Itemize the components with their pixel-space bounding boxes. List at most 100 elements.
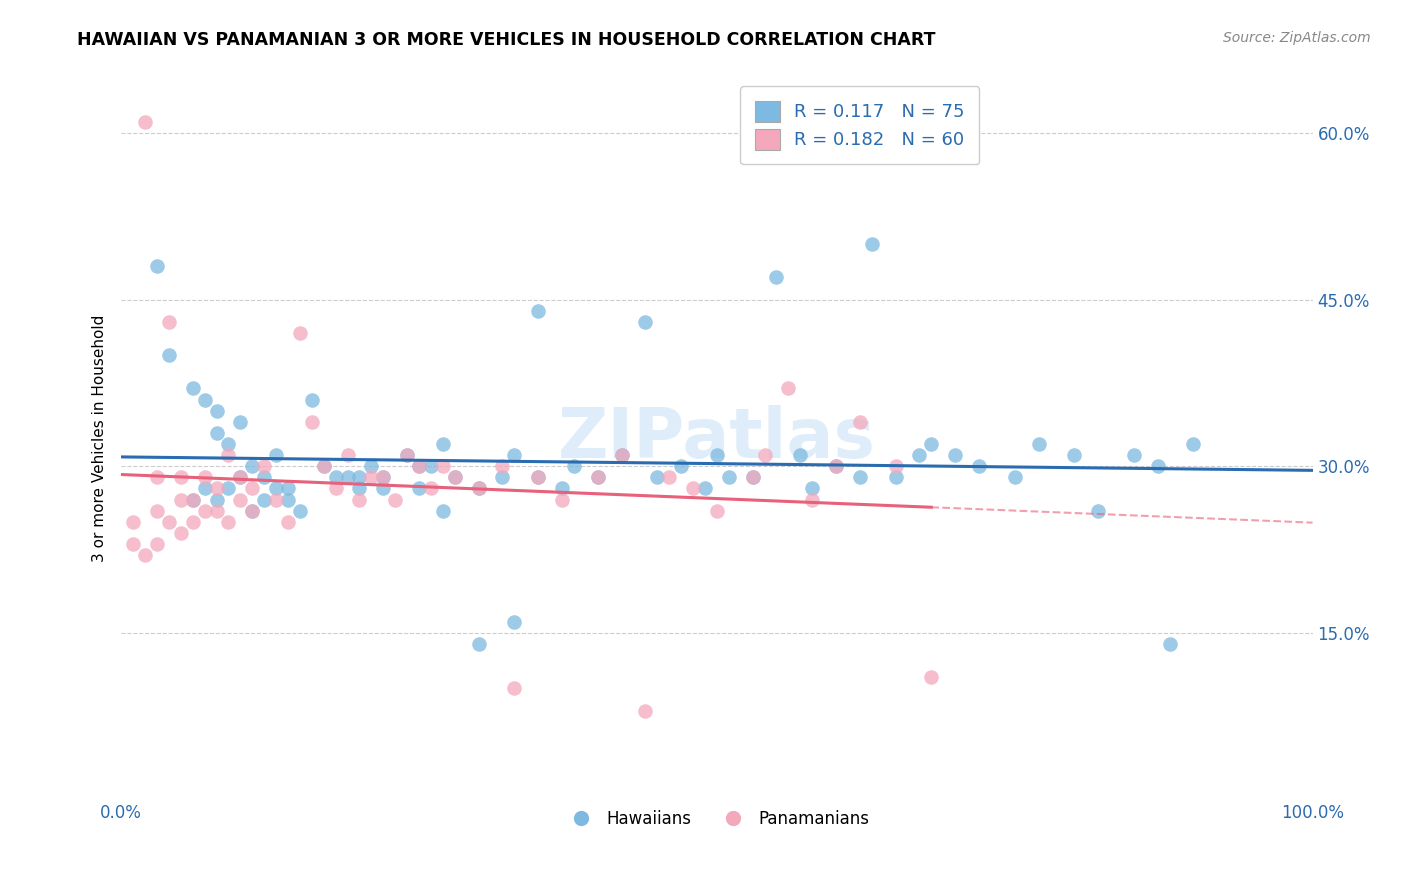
Point	[122, 537, 145, 551]
Point	[408, 459, 430, 474]
Point	[264, 448, 287, 462]
Point	[1004, 470, 1026, 484]
Point	[264, 492, 287, 507]
Point	[586, 470, 609, 484]
Point	[253, 470, 276, 484]
Point	[706, 448, 728, 462]
Point	[122, 515, 145, 529]
Point	[205, 425, 228, 440]
Point	[336, 470, 359, 484]
Point	[491, 459, 513, 474]
Legend: Hawaiians, Panamanians: Hawaiians, Panamanians	[558, 803, 876, 835]
Point	[634, 704, 657, 718]
Point	[373, 470, 395, 484]
Point	[967, 459, 990, 474]
Point	[146, 537, 169, 551]
Point	[373, 470, 395, 484]
Point	[217, 482, 239, 496]
Point	[146, 260, 169, 274]
Point	[253, 492, 276, 507]
Point	[157, 515, 180, 529]
Point	[157, 348, 180, 362]
Point	[134, 548, 156, 562]
Point	[229, 470, 252, 484]
Point	[682, 482, 704, 496]
Point	[610, 448, 633, 462]
Point	[312, 459, 335, 474]
Point	[801, 492, 824, 507]
Point	[288, 504, 311, 518]
Point	[229, 470, 252, 484]
Point	[765, 270, 787, 285]
Point	[491, 470, 513, 484]
Point	[229, 415, 252, 429]
Point	[610, 448, 633, 462]
Point	[908, 448, 931, 462]
Point	[432, 504, 454, 518]
Point	[551, 482, 574, 496]
Point	[527, 470, 550, 484]
Point	[240, 504, 263, 518]
Point	[312, 459, 335, 474]
Point	[396, 448, 419, 462]
Point	[432, 437, 454, 451]
Point	[181, 515, 204, 529]
Point	[943, 448, 966, 462]
Point	[849, 415, 872, 429]
Point	[789, 448, 811, 462]
Point	[443, 470, 465, 484]
Point	[229, 492, 252, 507]
Point	[920, 437, 942, 451]
Text: HAWAIIAN VS PANAMANIAN 3 OR MORE VEHICLES IN HOUSEHOLD CORRELATION CHART: HAWAIIAN VS PANAMANIAN 3 OR MORE VEHICLE…	[77, 31, 936, 49]
Point	[443, 470, 465, 484]
Point	[420, 482, 443, 496]
Y-axis label: 3 or more Vehicles in Household: 3 or more Vehicles in Household	[93, 315, 107, 562]
Point	[562, 459, 585, 474]
Point	[170, 470, 193, 484]
Point	[325, 482, 347, 496]
Point	[181, 382, 204, 396]
Point	[194, 482, 217, 496]
Point	[301, 392, 323, 407]
Text: ZIPatlas: ZIPatlas	[558, 405, 876, 472]
Point	[1182, 437, 1205, 451]
Point	[920, 670, 942, 684]
Point	[706, 504, 728, 518]
Point	[1028, 437, 1050, 451]
Point	[301, 415, 323, 429]
Point	[277, 492, 299, 507]
Point	[240, 459, 263, 474]
Point	[181, 492, 204, 507]
Point	[420, 459, 443, 474]
Point	[384, 492, 406, 507]
Point	[360, 459, 382, 474]
Point	[194, 470, 217, 484]
Point	[194, 504, 217, 518]
Point	[467, 482, 489, 496]
Point	[527, 470, 550, 484]
Point	[217, 448, 239, 462]
Point	[408, 482, 430, 496]
Point	[1122, 448, 1144, 462]
Point	[288, 326, 311, 340]
Point	[432, 459, 454, 474]
Point	[170, 525, 193, 540]
Point	[349, 492, 371, 507]
Point	[634, 315, 657, 329]
Point	[860, 237, 883, 252]
Point	[373, 482, 395, 496]
Point	[551, 492, 574, 507]
Point	[825, 459, 848, 474]
Point	[217, 515, 239, 529]
Text: Source: ZipAtlas.com: Source: ZipAtlas.com	[1223, 31, 1371, 45]
Point	[503, 615, 526, 629]
Point	[658, 470, 681, 484]
Point	[741, 470, 763, 484]
Point	[1146, 459, 1168, 474]
Point	[205, 492, 228, 507]
Point	[884, 459, 907, 474]
Point	[264, 482, 287, 496]
Point	[849, 470, 872, 484]
Point	[467, 482, 489, 496]
Point	[693, 482, 716, 496]
